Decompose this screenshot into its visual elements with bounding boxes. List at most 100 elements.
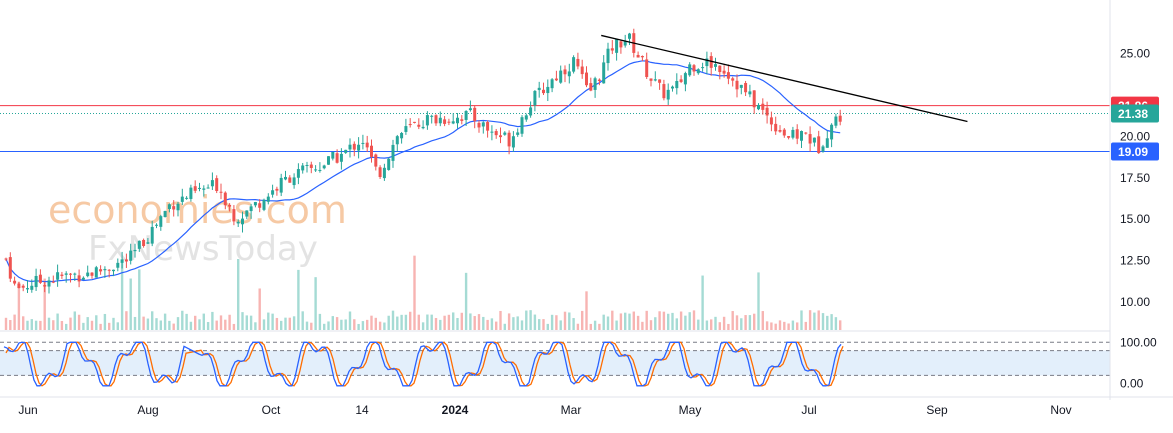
- candle-body: [155, 224, 158, 226]
- candle: [400, 131, 404, 144]
- candle-body: [658, 79, 662, 83]
- candle-body: [460, 119, 464, 121]
- volume-bars: [4, 255, 842, 330]
- candle-body: [542, 89, 545, 94]
- candle: [318, 162, 322, 173]
- candle-body: [499, 135, 502, 138]
- candle: [456, 112, 459, 129]
- candle: [804, 132, 808, 135]
- volume-bar: [120, 261, 124, 330]
- candle-body: [103, 269, 107, 271]
- volume-bar: [318, 313, 322, 330]
- candle: [666, 83, 670, 105]
- volume-bar: [211, 311, 214, 330]
- volume-bar: [237, 259, 240, 330]
- candle-body: [744, 82, 748, 93]
- volume-bar: [26, 320, 29, 330]
- volume-bar: [765, 321, 769, 330]
- volume-bar: [581, 310, 584, 330]
- volume-bar: [684, 315, 687, 330]
- volume-bar: [69, 317, 72, 330]
- candle: [193, 180, 197, 194]
- volume-bar: [787, 323, 790, 330]
- candle-body: [451, 121, 455, 124]
- candle-body: [477, 122, 481, 128]
- candle-body: [142, 239, 146, 246]
- candle: [662, 79, 666, 101]
- candle: [692, 63, 696, 76]
- volume-bar: [22, 316, 25, 330]
- candle-body: [533, 90, 537, 106]
- candle-body: [675, 80, 679, 89]
- candle: [228, 203, 232, 212]
- candle: [709, 52, 713, 76]
- candle-body: [133, 249, 137, 252]
- stochastic-d-line: [5, 341, 844, 387]
- candle: [726, 64, 730, 85]
- candle-body: [615, 38, 619, 53]
- candle: [769, 111, 773, 132]
- candle-body: [494, 131, 498, 136]
- candle-body: [38, 274, 42, 283]
- candle: [241, 211, 244, 233]
- candle: [322, 164, 326, 170]
- volume-bar: [434, 317, 438, 330]
- volume-bar: [525, 310, 528, 330]
- candle-body: [825, 138, 829, 148]
- volume-bar: [516, 316, 519, 330]
- candle-body: [374, 154, 378, 167]
- candle: [236, 219, 240, 228]
- volume-bar: [47, 317, 51, 330]
- candle-body: [339, 153, 343, 162]
- candle-body: [580, 66, 584, 75]
- volume-bar: [344, 319, 347, 330]
- candle-body: [30, 285, 34, 290]
- candle: [830, 123, 834, 148]
- candle: [51, 275, 55, 284]
- volume-bar: [495, 321, 498, 330]
- candle-body: [357, 144, 361, 151]
- volume-bar: [542, 319, 545, 330]
- candle-body: [787, 136, 791, 138]
- candle: [69, 272, 72, 283]
- candle: [120, 251, 124, 269]
- candle: [284, 170, 287, 181]
- candle: [258, 199, 262, 213]
- volume-bar: [705, 320, 709, 330]
- volume-bar: [168, 320, 171, 330]
- candle-body: [279, 177, 283, 193]
- candle-body: [73, 273, 77, 275]
- volume-bar: [258, 288, 261, 330]
- candle-body: [610, 48, 614, 51]
- candle-body: [739, 84, 743, 88]
- candle: [658, 79, 662, 90]
- volume-bar: [658, 311, 661, 330]
- volume-bar: [718, 322, 721, 330]
- candle-body: [645, 59, 649, 78]
- volume-bar: [624, 312, 627, 330]
- volume-bar: [826, 315, 829, 330]
- candle: [524, 113, 528, 122]
- candle-body: [434, 115, 438, 124]
- candle: [112, 269, 115, 277]
- volume-bar: [396, 316, 399, 330]
- candle: [210, 172, 214, 190]
- candle: [589, 77, 593, 92]
- candle: [314, 165, 318, 172]
- candle-body: [245, 210, 249, 217]
- candle-body: [516, 132, 520, 135]
- candle: [529, 101, 533, 118]
- volume-bar: [735, 315, 739, 330]
- candle-body: [202, 188, 206, 190]
- candle-body: [572, 57, 576, 72]
- candle: [576, 52, 580, 70]
- candle: [292, 173, 296, 189]
- price-label-box: [1111, 104, 1159, 123]
- candle-body: [821, 146, 825, 152]
- candle-body: [292, 177, 296, 186]
- candle: [86, 265, 90, 278]
- volume-bar: [791, 320, 795, 330]
- candle-body: [185, 197, 189, 199]
- candle-body: [146, 242, 150, 244]
- candle: [8, 252, 12, 283]
